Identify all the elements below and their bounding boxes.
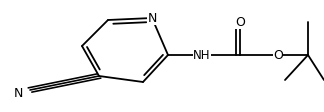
Text: O: O (273, 48, 283, 61)
Text: N: N (147, 12, 157, 25)
Text: N: N (13, 86, 23, 99)
Text: O: O (235, 15, 245, 28)
Text: NH: NH (193, 48, 211, 61)
